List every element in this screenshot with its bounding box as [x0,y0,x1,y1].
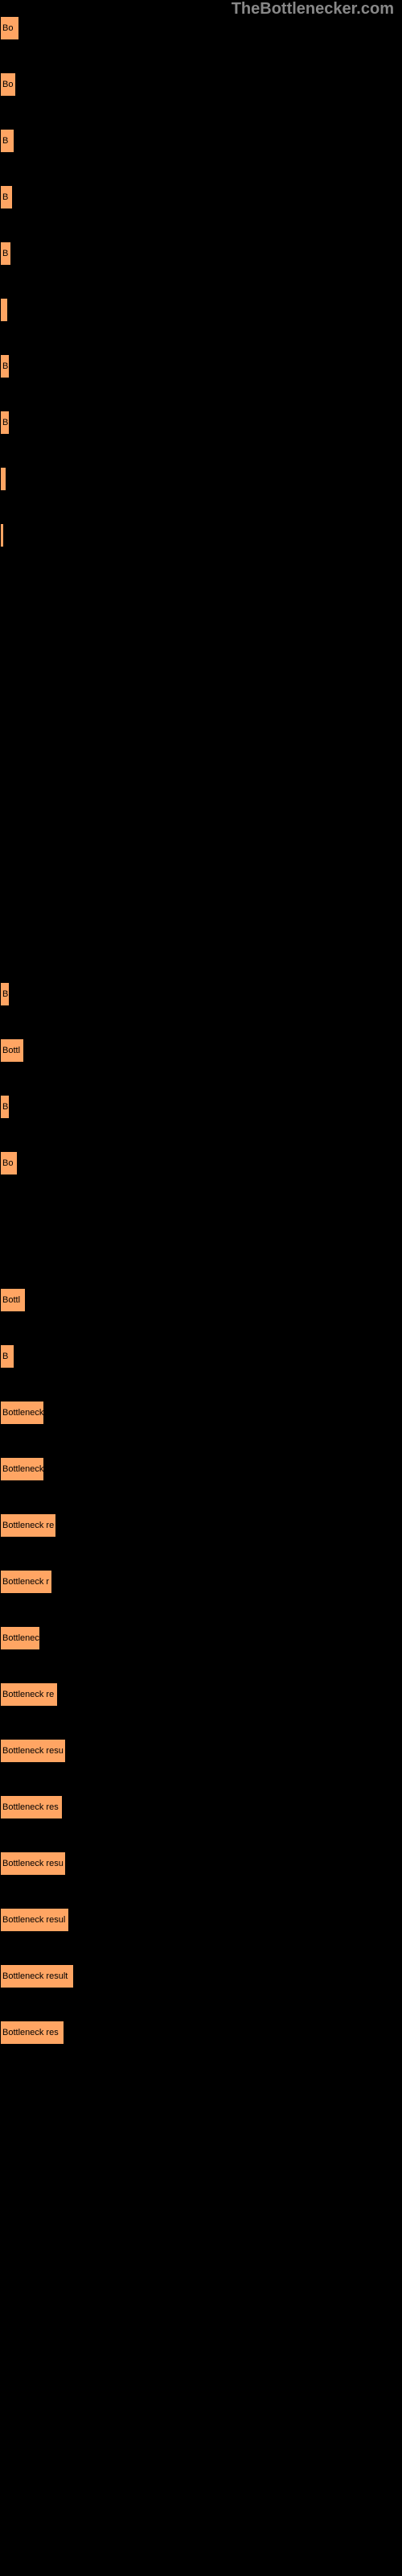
chart-bar: Bottleneck re [0,1513,56,1538]
chart-bar: B [0,129,14,153]
chart-bar: Bo [0,16,19,40]
chart-bar: Bottlenec [0,1626,40,1650]
bar-row: Bottleneck re [0,1513,402,1538]
bar-row [0,523,402,547]
chart-bar: Bottl [0,1288,26,1312]
chart-bar: B [0,242,11,266]
bar-row: Bottleneck [0,1457,402,1481]
bar-row: Bottleneck resu [0,1852,402,1876]
bar-row: B [0,1344,402,1368]
bar-row: Bottleneck result [0,1964,402,1988]
chart-bar: B [0,354,10,378]
bar-row: Bottl [0,1038,402,1063]
chart-bar: Bottleneck resul [0,1908,69,1932]
chart-bar [0,467,6,491]
bar-row: Bo [0,72,402,97]
bar-row: Bottlenec [0,1626,402,1650]
chart-bar: Bottleneck [0,1401,44,1425]
bar-row: Bottleneck res [0,2021,402,2045]
chart-bar: Bottleneck resu [0,1739,66,1763]
chart-bar: Bottleneck [0,1457,44,1481]
chart-bar [0,298,8,322]
bar-row [0,298,402,322]
chart-bar: Bottl [0,1038,24,1063]
bar-row: Bottleneck resu [0,1739,402,1763]
bar-row: Bottleneck r [0,1570,402,1594]
bar-row: Bottl [0,1288,402,1312]
chart-bar: B [0,982,10,1006]
bar-row: B [0,129,402,153]
bar-row: Bottleneck resul [0,1908,402,1932]
chart-bar: Bo [0,1151,18,1175]
bar-row [0,467,402,491]
bar-row: B [0,185,402,209]
bar-row: Bottleneck res [0,1795,402,1819]
chart-bar: Bottleneck result [0,1964,74,1988]
chart-bar [0,523,4,547]
bar-row: B [0,354,402,378]
bar-row: Bo [0,16,402,40]
bar-row: Bottleneck re [0,1682,402,1707]
chart-bar: Bottleneck r [0,1570,52,1594]
chart-bar: Bottleneck resu [0,1852,66,1876]
bar-row: Bottleneck [0,1401,402,1425]
chart-bar: B [0,1095,10,1119]
bar-row: B [0,982,402,1006]
bar-row: B [0,411,402,435]
chart-bar: B [0,185,13,209]
bar-row: Bo [0,1151,402,1175]
chart-bar: Bottleneck res [0,2021,64,2045]
bar-row: B [0,242,402,266]
chart-bar: Bo [0,72,16,97]
bar-chart: Bo Bo B B B B B B Bottl B Bo Bottl B Bottleneck Bott… [0,0,402,2045]
chart-bar: B [0,411,10,435]
bar-row: B [0,1095,402,1119]
chart-bar: B [0,1344,14,1368]
chart-bar: Bottleneck res [0,1795,63,1819]
chart-bar: Bottleneck re [0,1682,58,1707]
watermark: TheBottlenecker.com [232,0,394,19]
